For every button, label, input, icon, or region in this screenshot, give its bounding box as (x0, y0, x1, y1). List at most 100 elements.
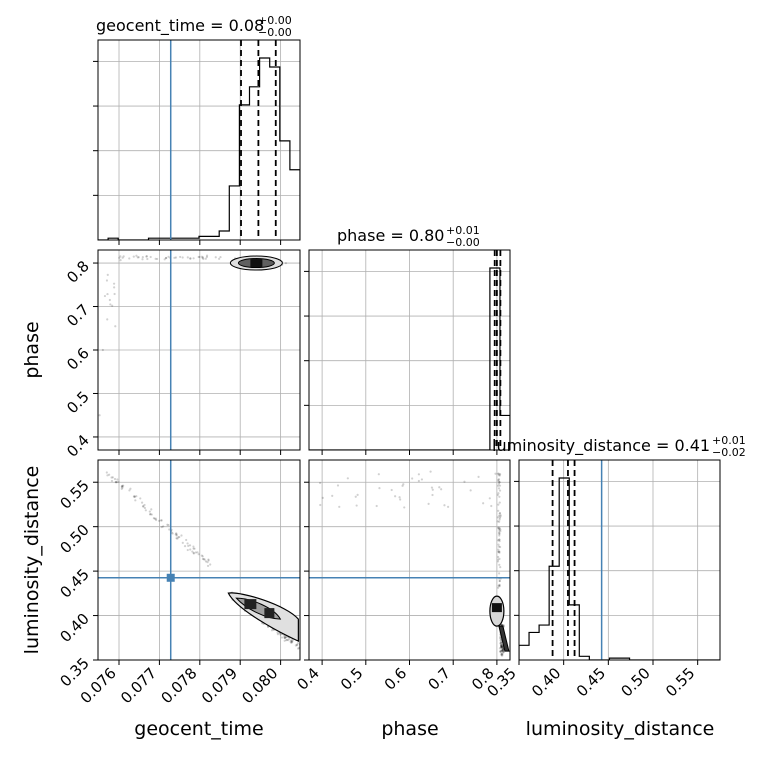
sample-point (501, 649, 504, 652)
sample-point (108, 298, 111, 302)
sample-point (206, 561, 209, 564)
sample-point (497, 555, 500, 559)
y-axis-label-luminosity-distance: luminosity_distance (21, 466, 43, 655)
sample-point (401, 484, 404, 487)
y-tick-label: 0.7 (63, 301, 93, 331)
sample-point (499, 644, 503, 647)
sample-point (497, 478, 500, 482)
y-tick-label: 0.50 (56, 521, 92, 557)
sample-point (128, 257, 131, 260)
sample-point (497, 526, 500, 530)
scatter-clip (98, 250, 288, 450)
sample-point (119, 259, 122, 262)
sample-point (176, 537, 179, 540)
x-tick-label: 0.080 (238, 664, 281, 707)
sample-point (121, 484, 124, 488)
sample-point (497, 487, 501, 490)
sample-point (500, 645, 503, 649)
sample-point (150, 513, 153, 516)
sample-point (186, 548, 189, 552)
sample-point (498, 550, 501, 553)
sample-point (501, 652, 504, 655)
sample-point (498, 527, 501, 530)
sample-point (122, 255, 125, 258)
sample-point (402, 483, 405, 486)
sample-point (498, 474, 502, 477)
sample-point (175, 533, 178, 536)
sample-point (417, 473, 420, 476)
sample-point (110, 476, 113, 479)
sample-point (498, 540, 501, 543)
sample-point (114, 480, 117, 484)
sample-point (149, 513, 152, 516)
y-axis-label-phase: phase (21, 321, 43, 378)
sample-point (106, 292, 109, 296)
sample-point (497, 474, 501, 477)
sample-point (135, 254, 138, 257)
sample-point (499, 650, 502, 653)
y-tick-label: 0.4 (63, 431, 93, 461)
sample-point (286, 638, 289, 641)
sample-point (283, 636, 286, 639)
y-tick-label: 0.45 (56, 565, 92, 601)
sample-point (290, 640, 293, 643)
sample-point (204, 560, 208, 563)
sample-point (499, 650, 502, 653)
sample-point (154, 257, 157, 260)
sample-point (498, 532, 501, 535)
sample-point (183, 544, 187, 548)
sample-point (338, 505, 341, 508)
sample-point (498, 647, 501, 650)
sample-point (497, 550, 500, 553)
sample-point (181, 256, 184, 259)
sample-point (191, 550, 194, 553)
sample-point (497, 480, 500, 483)
sample-point (198, 255, 201, 259)
sample-point (497, 482, 501, 485)
sample-point (498, 538, 501, 541)
sample-point (193, 547, 196, 550)
sample-point (497, 492, 500, 495)
sample-point (498, 501, 501, 504)
sample-point (144, 509, 147, 512)
sample-point (119, 255, 122, 258)
x-tick-label: 0.7 (424, 664, 454, 694)
panel-frame (308, 249, 511, 451)
sample-point (149, 512, 152, 516)
sample-point (279, 633, 282, 636)
sample-point (162, 525, 165, 528)
sample-point (154, 517, 157, 520)
sample-point (114, 325, 117, 328)
sample-point (417, 479, 420, 483)
x-tick-label: 0.40 (528, 664, 564, 700)
sample-point (336, 484, 340, 487)
sample-point (164, 256, 168, 260)
sample-point (499, 636, 502, 639)
sample-point (431, 493, 434, 497)
sample-point (163, 258, 166, 261)
density-peak (244, 599, 257, 610)
sample-point (117, 480, 120, 483)
sample-point (498, 480, 501, 484)
sample-point (175, 537, 178, 540)
sample-point (498, 551, 501, 554)
sample-point (291, 639, 294, 642)
sample-point (105, 471, 108, 474)
sample-point (155, 518, 158, 522)
x-tick-label: 0.5 (337, 664, 367, 694)
sample-point (429, 470, 432, 473)
sample-point (500, 653, 503, 656)
sample-point (498, 518, 501, 521)
sample-point (501, 647, 504, 650)
sample-point (207, 558, 210, 561)
sample-point (201, 256, 205, 259)
histogram-clip (309, 250, 510, 450)
sample-point (500, 646, 503, 649)
x-tick-label: 0.077 (117, 664, 160, 707)
sample-point (499, 565, 502, 569)
sample-point (283, 639, 286, 642)
sample-point (120, 485, 124, 488)
sample-point (498, 557, 501, 560)
sample-point (152, 516, 156, 520)
sample-point (497, 509, 500, 512)
